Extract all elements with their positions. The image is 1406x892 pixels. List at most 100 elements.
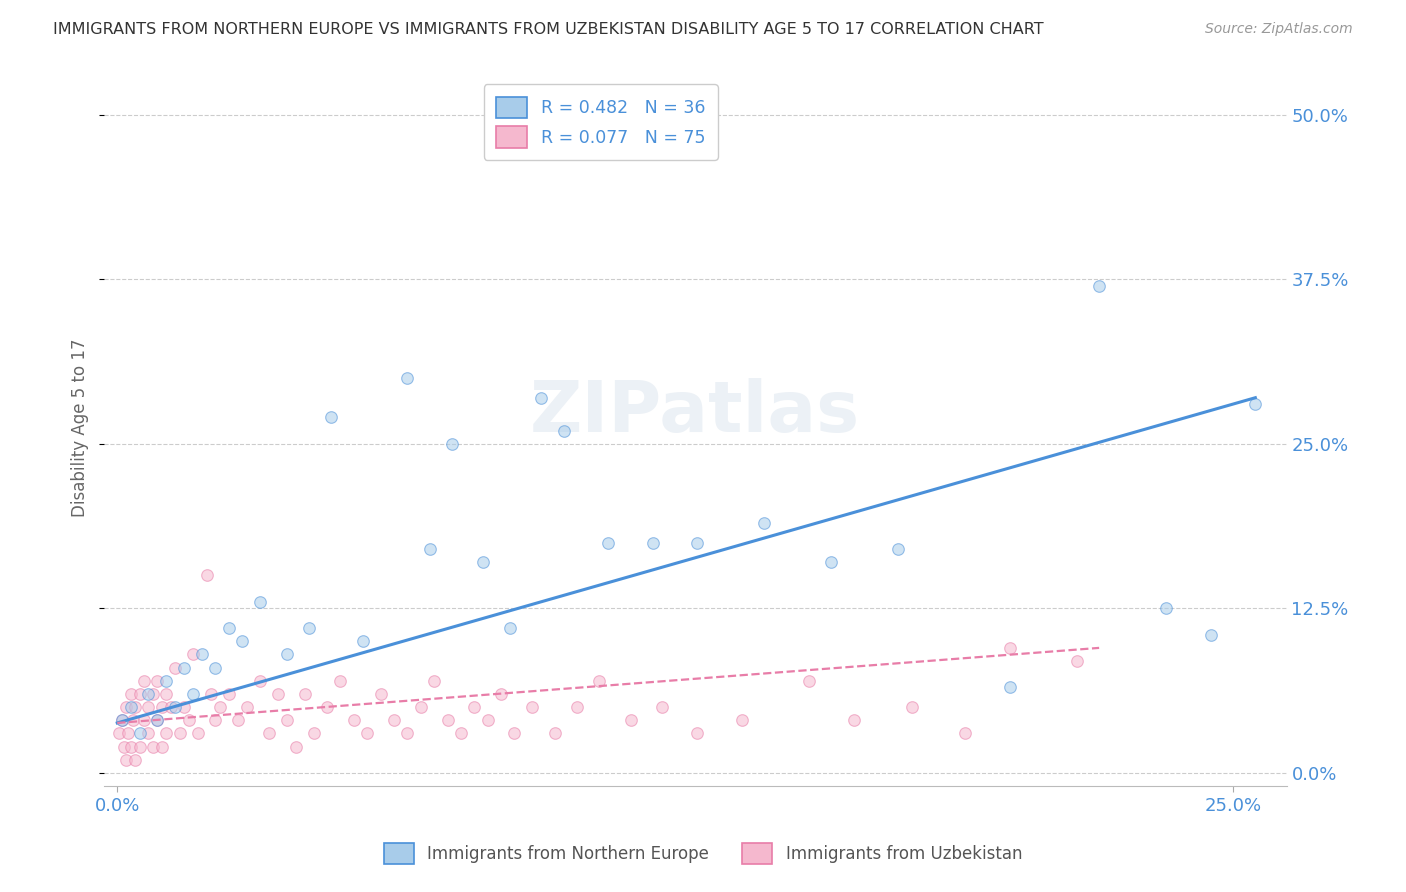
Point [598, 535, 620, 549]
Point [169, 726, 191, 740]
Point [181, 687, 204, 701]
Point [155, 673, 177, 688]
Point [955, 726, 977, 740]
Point [276, 648, 298, 662]
Point [138, 726, 160, 740]
Point [440, 437, 463, 451]
Point [887, 542, 910, 557]
Point [472, 555, 495, 569]
Point [530, 391, 553, 405]
Point [396, 726, 419, 740]
Point [120, 687, 142, 701]
Point [150, 700, 173, 714]
Point [138, 687, 160, 701]
Point [998, 681, 1021, 695]
Point [316, 700, 339, 714]
Point [150, 739, 173, 754]
Point [686, 726, 709, 740]
Point [565, 700, 588, 714]
Point [117, 726, 139, 740]
Point [128, 739, 150, 754]
Point [218, 621, 240, 635]
Point [231, 634, 253, 648]
Point [1199, 628, 1222, 642]
Point [165, 660, 187, 674]
Point [356, 726, 378, 740]
Point [686, 535, 709, 549]
Y-axis label: Disability Age 5 to 17: Disability Age 5 to 17 [72, 338, 89, 516]
Point [276, 714, 298, 728]
Point [146, 714, 169, 728]
Point [124, 700, 146, 714]
Point [588, 673, 610, 688]
Point [419, 542, 441, 557]
Point [553, 424, 575, 438]
Point [257, 726, 280, 740]
Point [155, 726, 177, 740]
Point [249, 595, 271, 609]
Point [302, 726, 325, 740]
Point [1066, 654, 1088, 668]
Point [115, 700, 138, 714]
Point [797, 673, 820, 688]
Text: Source: ZipAtlas.com: Source: ZipAtlas.com [1205, 22, 1353, 37]
Point [120, 700, 142, 714]
Point [204, 660, 226, 674]
Point [294, 687, 316, 701]
Point [298, 621, 321, 635]
Point [155, 687, 177, 701]
Point [111, 714, 134, 728]
Text: ZIPatlas: ZIPatlas [530, 378, 860, 448]
Point [842, 714, 865, 728]
Point [998, 640, 1021, 655]
Point [111, 714, 134, 728]
Point [343, 714, 366, 728]
Point [450, 726, 472, 740]
Point [142, 739, 165, 754]
Point [218, 687, 240, 701]
Point [146, 673, 169, 688]
Point [146, 714, 169, 728]
Point [284, 739, 307, 754]
Text: IMMIGRANTS FROM NORTHERN EUROPE VS IMMIGRANTS FROM UZBEKISTAN DISABILITY AGE 5 T: IMMIGRANTS FROM NORTHERN EUROPE VS IMMIG… [53, 22, 1045, 37]
Point [128, 726, 150, 740]
Point [321, 410, 343, 425]
Point [1244, 397, 1267, 411]
Point [267, 687, 290, 701]
Point [249, 673, 271, 688]
Point [124, 753, 146, 767]
Point [138, 700, 160, 714]
Point [165, 700, 187, 714]
Point [195, 568, 218, 582]
Point [543, 726, 565, 740]
Point [1088, 278, 1111, 293]
Point [132, 673, 155, 688]
Point [177, 714, 200, 728]
Point [173, 700, 195, 714]
Point [132, 714, 155, 728]
Point [204, 714, 226, 728]
Point [121, 714, 143, 728]
Point [423, 673, 446, 688]
Point [187, 726, 209, 740]
Point [489, 687, 512, 701]
Legend: Immigrants from Northern Europe, Immigrants from Uzbekistan: Immigrants from Northern Europe, Immigra… [377, 837, 1029, 871]
Point [142, 687, 165, 701]
Point [329, 673, 352, 688]
Point [900, 700, 922, 714]
Point [731, 714, 754, 728]
Point [115, 753, 138, 767]
Point [1154, 601, 1177, 615]
Point [651, 700, 673, 714]
Point [200, 687, 222, 701]
Point [522, 700, 544, 714]
Legend: R = 0.482   N = 36, R = 0.077   N = 75: R = 0.482 N = 36, R = 0.077 N = 75 [484, 85, 717, 160]
Point [820, 555, 842, 569]
Point [120, 739, 142, 754]
Point [108, 726, 131, 740]
Point [619, 714, 641, 728]
Point [235, 700, 257, 714]
Point [112, 739, 135, 754]
Point [463, 700, 485, 714]
Point [754, 516, 776, 530]
